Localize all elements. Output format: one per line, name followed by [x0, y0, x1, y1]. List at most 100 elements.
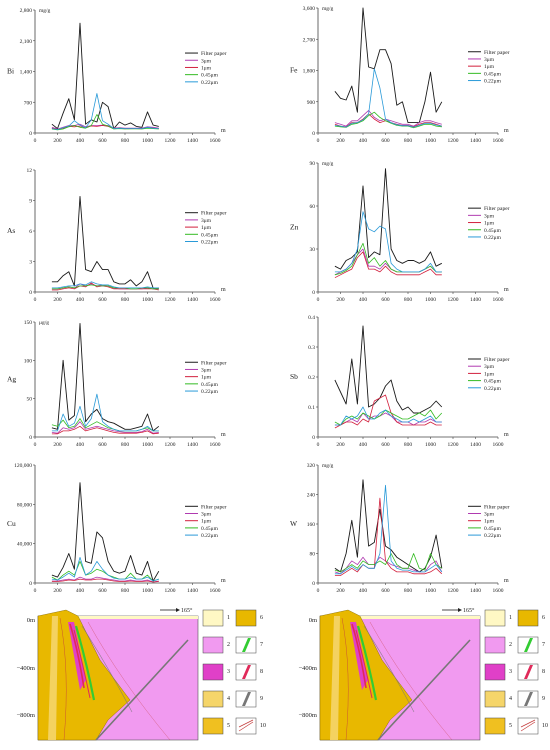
unit-4-area [48, 616, 58, 740]
series-line-filterpaper [334, 7, 443, 124]
y-axis-label: Cu [7, 519, 16, 528]
legend-box-1 [202, 609, 224, 627]
x-tick-label: 1400 [187, 297, 198, 303]
legend-number: 6 [260, 615, 263, 621]
series-line-045m [334, 553, 443, 573]
legend-number: 7 [542, 642, 545, 648]
legend-box-6 [517, 609, 539, 627]
y-tick-label: 700 [24, 100, 33, 106]
fault-trace [363, 625, 415, 713]
legend-entry: Filter paper [484, 50, 510, 56]
x-tick-label: 800 [121, 442, 130, 448]
legend-entry: 1μm [484, 64, 495, 70]
legend-entry: 3μm [484, 213, 495, 219]
legend-box-1 [484, 609, 506, 627]
y-tick-label: 320 [307, 463, 316, 469]
structure-line-2 [369, 621, 453, 741]
x-tick-label: 800 [404, 588, 413, 594]
x-tick-label: 1400 [470, 138, 481, 144]
x-tick-label: 600 [381, 442, 390, 448]
legend-number: 10 [260, 723, 266, 729]
x-tick-label: 600 [98, 297, 107, 303]
series-line-1m [334, 394, 442, 429]
x-unit-label: m [504, 128, 509, 134]
legend-box-4 [484, 690, 506, 708]
x-tick-label: 1200 [448, 442, 459, 448]
legend-entry: 3μm [484, 57, 495, 63]
series-line-045m [334, 111, 442, 129]
x-tick-label: 600 [381, 588, 390, 594]
legend-entry: 1μm [201, 375, 212, 381]
legend-number: 9 [542, 696, 545, 702]
y-tick-label: 0 [29, 290, 32, 296]
x-tick-label: 1200 [448, 297, 459, 303]
y-tick-label: 2,800 [20, 8, 33, 14]
legend-number: 3 [227, 669, 230, 675]
x-tick-label: 1000 [142, 297, 153, 303]
x-tick-label: 800 [404, 442, 413, 448]
legend-symbol-7 [242, 638, 251, 652]
y-tick-label: 90 [310, 161, 316, 167]
x-tick-label: 400 [359, 442, 368, 448]
x-tick-label: 1000 [425, 297, 436, 303]
y-tick-label: 9 [29, 199, 32, 205]
unit-label: μg/g [39, 320, 49, 326]
bearing-label: 165° [463, 607, 475, 614]
section-right: 0m −400m −800m 165° 1 2 3 4 5 6 7 8 9 10 [299, 607, 548, 741]
x-tick-label: 1400 [187, 442, 198, 448]
legend-entry: 0.22μm [201, 240, 219, 246]
depth-label: −400m [299, 665, 317, 672]
x-tick-label: 400 [76, 588, 85, 594]
legend-entry: Filter paper [484, 357, 510, 363]
chart-sb: 0 0.1 0.2 0.3 0.4 0 200 400 600 800 1000 1200 1400 16… [290, 315, 510, 448]
legend-number: 2 [227, 642, 230, 648]
x-tick-label: 1000 [142, 442, 153, 448]
legend-number: 3 [509, 669, 512, 675]
x-tick-label: 1400 [470, 588, 481, 594]
legend-symbol-10 [520, 721, 536, 732]
y-tick-label: 50 [27, 397, 33, 403]
series-line-022m [334, 484, 443, 575]
depth-label: −800m [17, 712, 35, 719]
legend-entry: 0.45μm [201, 382, 219, 388]
y-tick-label: 2,100 [20, 39, 33, 45]
y-tick-label: 1,800 [303, 69, 316, 75]
x-tick-label: 0 [34, 297, 37, 303]
legend-box-4 [202, 690, 224, 708]
legend-box-10 [235, 717, 257, 735]
depth-label: −400m [17, 665, 35, 672]
bearing-arrowhead [458, 608, 462, 612]
x-tick-label: 800 [404, 138, 413, 144]
structure-line-2 [87, 621, 171, 741]
x-tick-label: 1200 [165, 442, 176, 448]
y-axis-label: Ag [7, 375, 16, 384]
legend-symbol-10b [520, 719, 536, 728]
x-tick-label: 1400 [187, 588, 198, 594]
x-unit-label: m [221, 128, 226, 134]
legend-entry: 3μm [201, 512, 212, 518]
x-tick-label: 0 [34, 588, 37, 594]
chart-cu: 0 40,000 80,000 120,000 0 200 400 600 800 1000 120… [7, 463, 227, 594]
series-line-3m [51, 421, 159, 434]
legend-entry: 1μm [201, 65, 212, 71]
legend-entry: 3μm [484, 364, 495, 370]
series-line-022m [51, 93, 159, 130]
legend-entry: 0.45μm [484, 71, 502, 77]
legend-box-2 [484, 636, 506, 654]
legend-number: 5 [509, 723, 512, 729]
fault-line [377, 639, 471, 741]
y-tick-label: 60 [310, 204, 316, 210]
legend-entry: Filter paper [201, 504, 227, 510]
x-tick-label: 200 [53, 138, 62, 144]
y-tick-label: 100 [24, 358, 33, 364]
y-tick-label: 6 [29, 229, 32, 235]
x-tick-label: 400 [359, 297, 368, 303]
x-tick-label: 0 [34, 138, 37, 144]
bearing-arrowhead [176, 608, 180, 612]
legend-entry: 0.22μm [201, 533, 219, 539]
x-tick-label: 1200 [165, 138, 176, 144]
legend-number: 6 [542, 615, 545, 621]
y-axis-label: Bi [7, 67, 14, 76]
